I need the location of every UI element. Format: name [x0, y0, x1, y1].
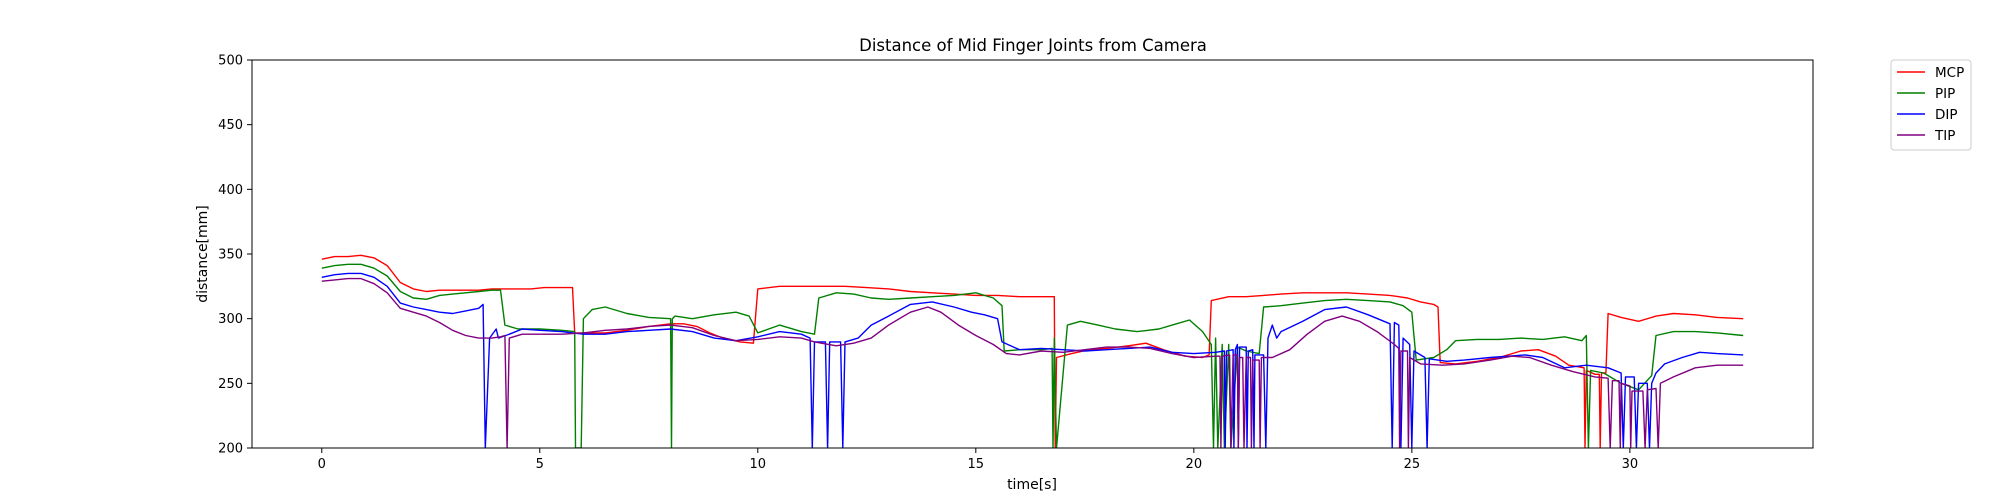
legend: MCP PIP DIP TIP [1890, 59, 1972, 151]
series-line-dip [321, 272, 1744, 448]
x-axis: 0 5 10 15 20 25 30 [318, 448, 1639, 472]
y-axis-label: distance[mm] [195, 205, 211, 303]
y-tick-label: 500 [218, 54, 243, 69]
x-tick-label: 5 [536, 457, 544, 472]
series-line-mcp [321, 254, 1744, 448]
x-tick-label: 25 [1404, 457, 1421, 472]
y-tick-label: 350 [218, 248, 243, 263]
x-tick-label: 15 [968, 457, 985, 472]
legend-frame [1890, 59, 1972, 151]
series-line-pip [321, 263, 1744, 448]
y-tick-label: 400 [218, 183, 243, 198]
plot-frame [251, 59, 1814, 449]
y-axis: 200 250 300 350 400 450 500 [218, 54, 252, 457]
x-axis-label: time[s] [1007, 477, 1057, 493]
x-tick-label: 0 [318, 457, 326, 472]
series-layer [321, 254, 1744, 448]
y-tick-label: 300 [218, 312, 243, 327]
x-tick-label: 30 [1622, 457, 1639, 472]
legend-label-dip: DIP [1935, 107, 1958, 123]
chart-title: Distance of Mid Finger Joints from Camer… [859, 36, 1207, 55]
series-line-tip [321, 277, 1744, 448]
x-tick-label: 10 [750, 457, 767, 472]
x-tick-label: 20 [1186, 457, 1203, 472]
legend-label-tip: TIP [1934, 128, 1955, 144]
y-tick-label: 200 [218, 442, 243, 457]
legend-label-pip: PIP [1935, 86, 1955, 102]
legend-label-mcp: MCP [1935, 65, 1964, 81]
y-tick-label: 450 [218, 118, 243, 133]
y-tick-label: 250 [218, 377, 243, 392]
